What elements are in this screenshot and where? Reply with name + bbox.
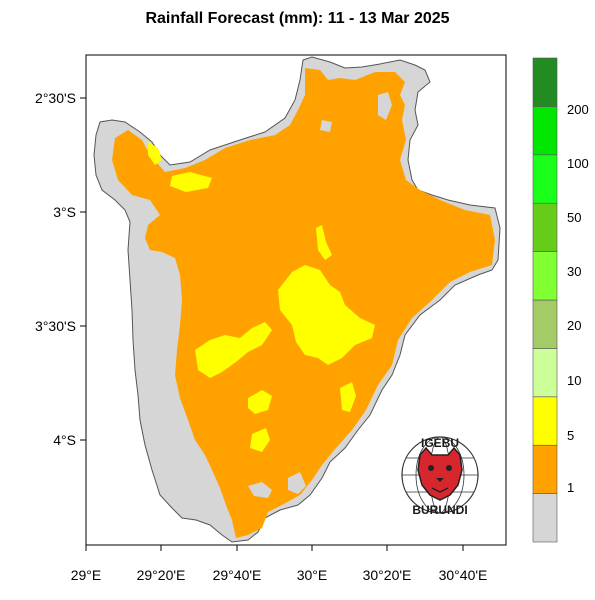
legend-color-box [532, 57, 558, 107]
map-title: Rainfall Forecast (mm): 11 - 13 Mar 2025 [145, 10, 450, 27]
dry-patch-southwest [248, 482, 272, 498]
lat-label: 3°S [53, 204, 76, 220]
rain-5-10mm-spot-3 [340, 382, 356, 412]
lon-label: 30°40'E [439, 567, 488, 583]
lon-label: 29°E [71, 567, 102, 583]
legend-label: 1 [567, 480, 574, 495]
lat-label: 2°30'S [35, 90, 76, 106]
dry-patch-northeast [405, 110, 415, 130]
igebu-logo: IGEBU BURUNDI [401, 436, 479, 517]
rain-5-10mm-spot-1 [316, 225, 332, 260]
dry-patch-center-north [320, 120, 332, 132]
lon-label: 29°20'E [137, 567, 186, 583]
latitude-axis [80, 97, 86, 441]
rain-5-10mm-west [195, 322, 272, 378]
lat-label: 3°30'S [35, 318, 76, 334]
rain-5-10mm-northwest [148, 142, 162, 165]
legend-label: 10 [567, 373, 581, 388]
legend-colorbar [532, 57, 558, 543]
legend-color-box [532, 154, 558, 204]
lon-label: 30°E [297, 567, 328, 583]
legend-label: 100 [567, 156, 589, 171]
legend-label: 50 [567, 210, 581, 225]
legend-color-box [532, 299, 558, 349]
lat-label: 4°S [53, 432, 76, 448]
legend-label: 200 [567, 102, 589, 117]
dry-patch-south [288, 472, 306, 494]
legend-color-box [532, 202, 558, 252]
dry-patch-north [378, 92, 392, 120]
legend-color-box [532, 396, 558, 446]
legend-color-box [532, 444, 558, 494]
rain-5-10mm-north-strip [170, 172, 212, 192]
logo-bottom-text: BURUNDI [412, 503, 467, 517]
legend-label: 5 [567, 428, 574, 443]
legend-color-box [532, 251, 558, 301]
lon-label: 29°40'E [213, 567, 262, 583]
legend-label: 30 [567, 264, 581, 279]
rain-5-10mm-spot-2 [248, 390, 272, 414]
legend-color-box [532, 348, 558, 398]
legend-color-box [532, 493, 558, 543]
rain-5-10mm-spot-4 [250, 428, 270, 452]
logo-top-text: IGEBU [421, 436, 459, 450]
longitude-axis [85, 545, 464, 551]
lon-label: 30°20'E [363, 567, 412, 583]
legend-label: 20 [567, 318, 581, 333]
legend-color-box [532, 106, 558, 156]
rain-5-10mm-center [278, 265, 375, 365]
